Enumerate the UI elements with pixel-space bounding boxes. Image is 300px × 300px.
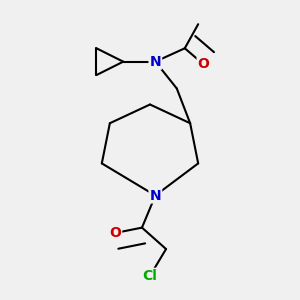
Text: O: O — [198, 57, 209, 71]
Text: N: N — [149, 55, 161, 69]
Text: N: N — [149, 188, 161, 203]
Text: O: O — [109, 226, 121, 240]
Text: Cl: Cl — [142, 269, 158, 283]
